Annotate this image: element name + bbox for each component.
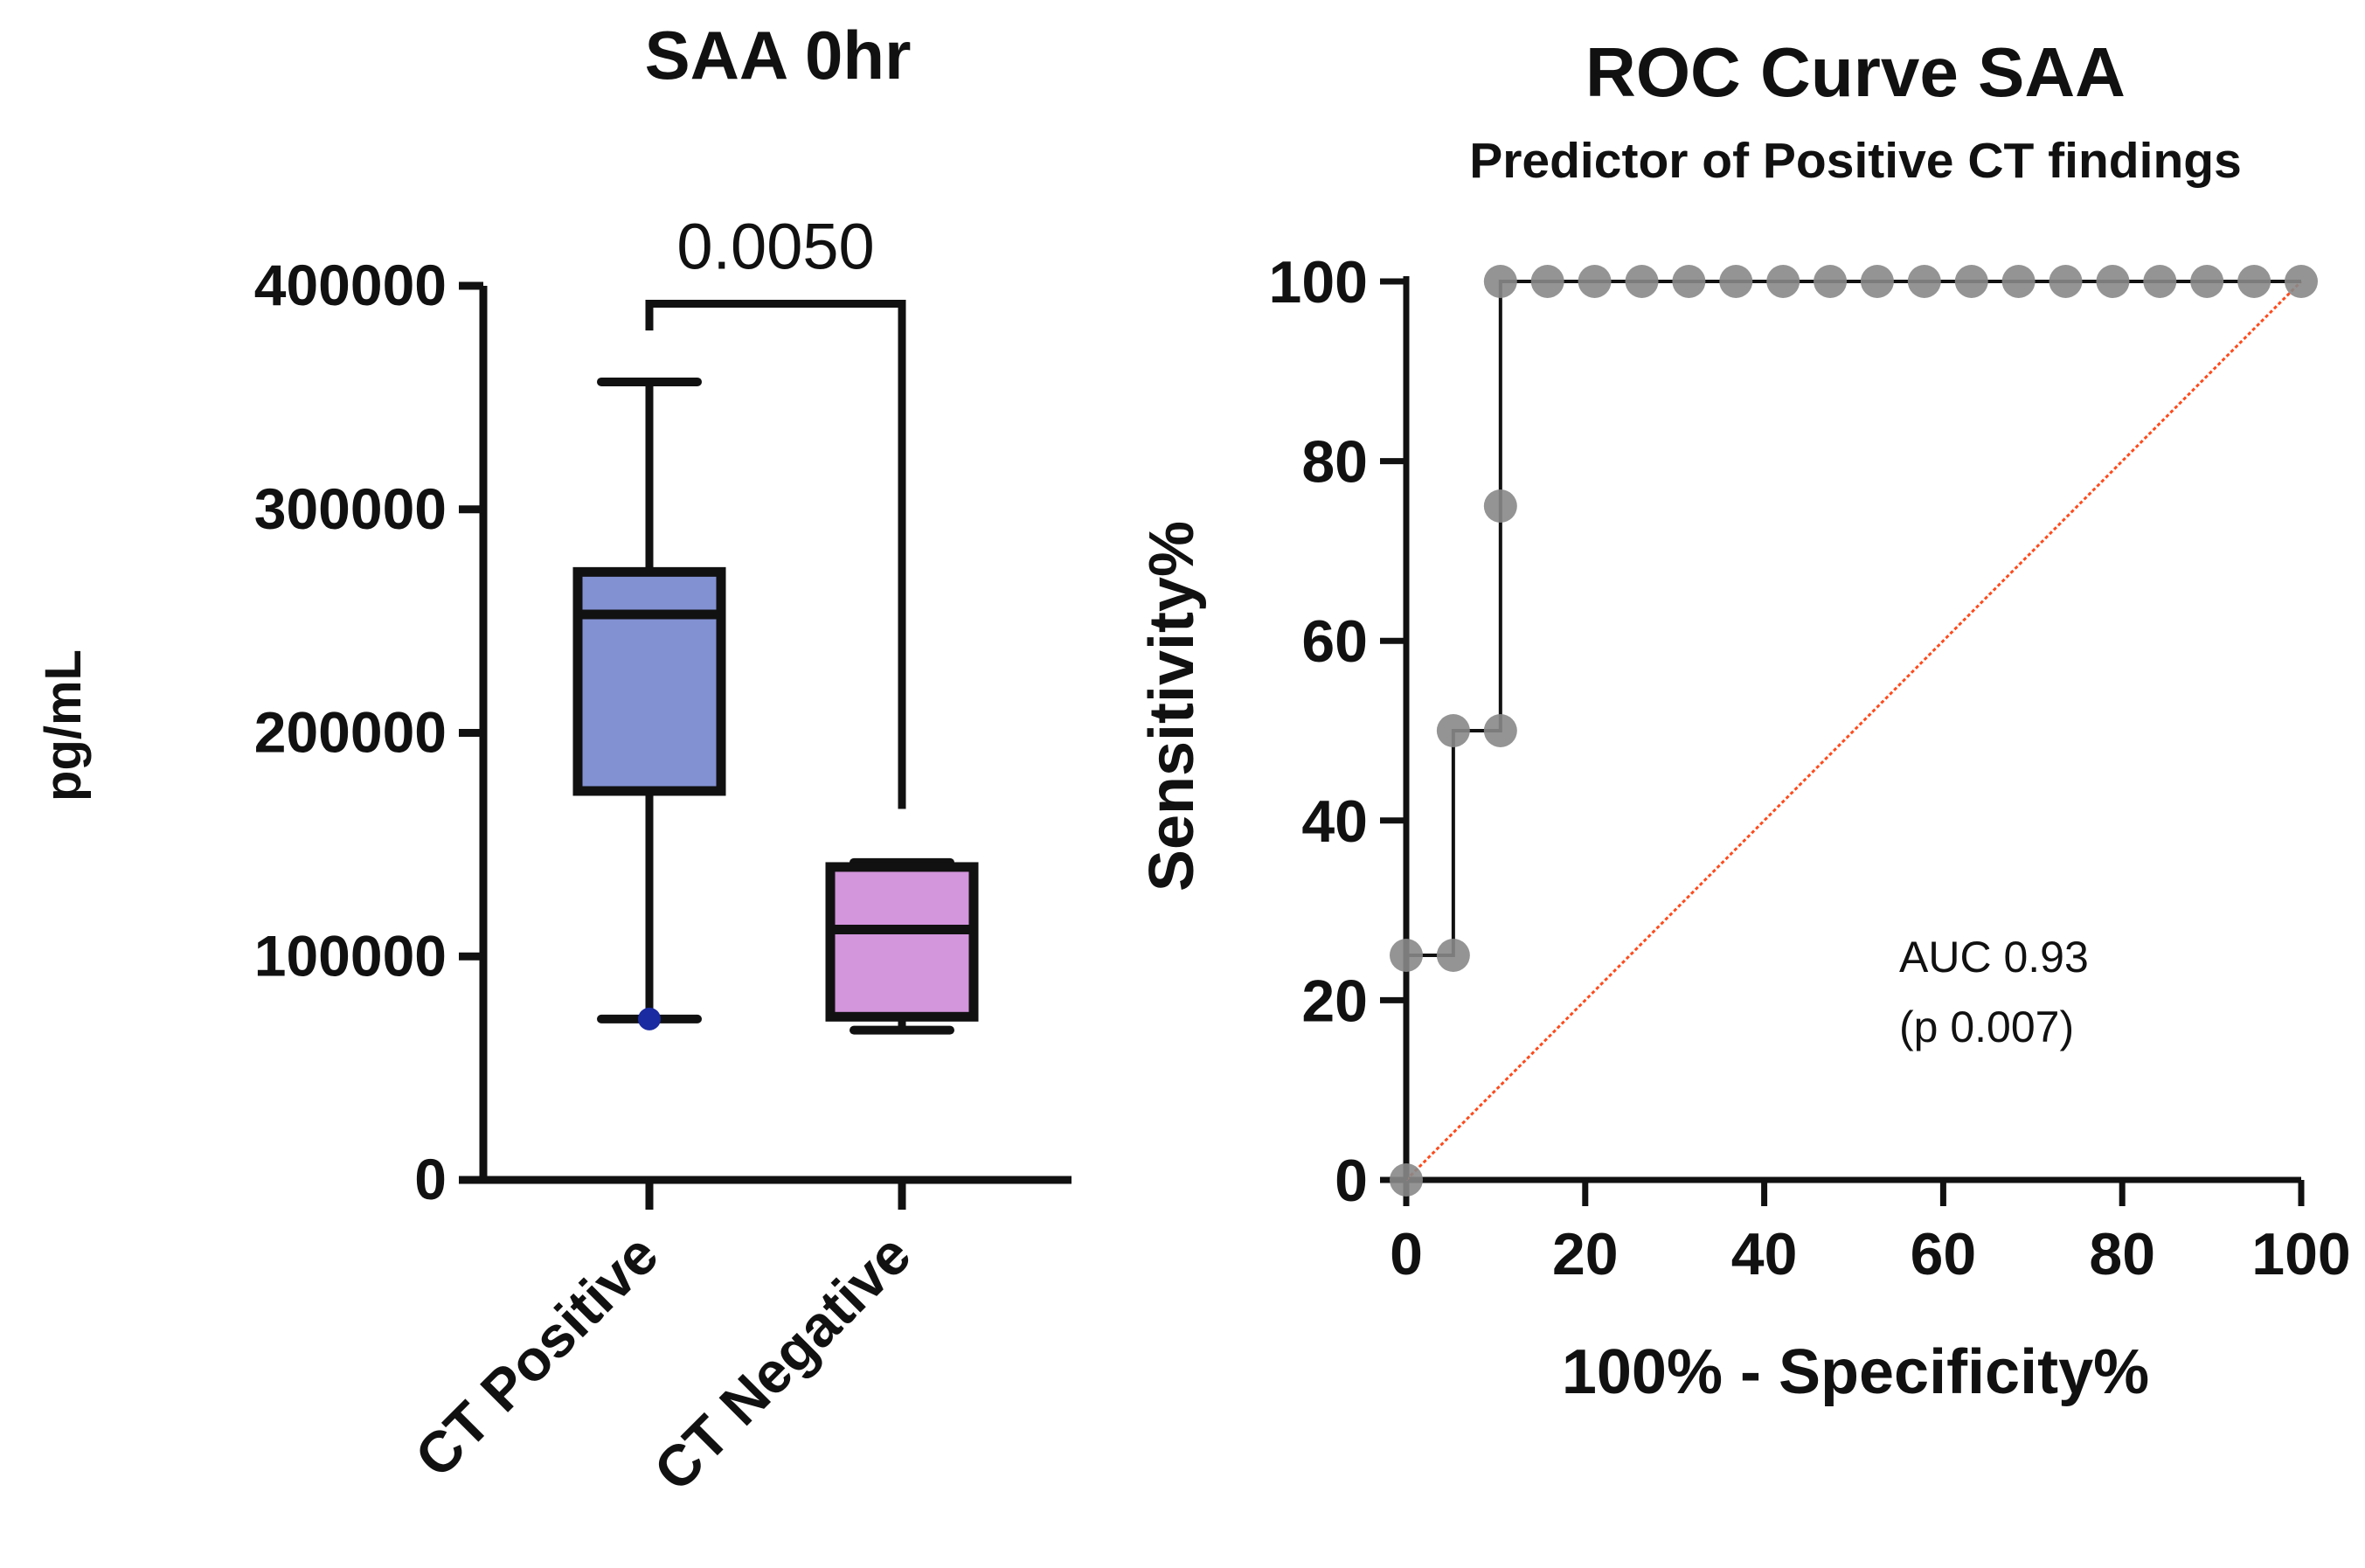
roc-point xyxy=(2190,265,2224,298)
box-group-0 xyxy=(572,377,726,1030)
box-plot-y-ticks: 0 100000 200000 300000 400000 xyxy=(254,253,483,1211)
roc-point xyxy=(1483,489,1517,523)
roc-point xyxy=(1483,265,1517,298)
roc-point xyxy=(1860,265,1894,298)
roc-point xyxy=(1436,714,1470,747)
p-value-annotation: (p 0.007) xyxy=(1899,1003,2074,1051)
box-plot-y-axis-label: pg/mL xyxy=(35,649,92,801)
roc-y-tick-label: 100 xyxy=(1269,249,1368,316)
roc-subtitle: Predictor of Positive CT findings xyxy=(1469,133,2242,189)
roc-point xyxy=(1483,714,1517,747)
roc-point xyxy=(2237,265,2271,298)
roc-point xyxy=(1766,265,1800,298)
roc-point xyxy=(1672,265,1706,298)
roc-point xyxy=(1719,265,1753,298)
roc-point xyxy=(1530,265,1564,298)
roc-x-tick-label: 40 xyxy=(1731,1221,1798,1287)
roc-x-ticks: 0 20 40 60 80 100 xyxy=(1390,1180,2351,1287)
y-tick-label: 0 xyxy=(414,1147,447,1211)
roc-y-tick-label: 20 xyxy=(1301,968,1368,1034)
roc-x-tick-label: 100 xyxy=(2251,1221,2350,1287)
reference-diagonal xyxy=(1404,280,2303,1182)
roc-point xyxy=(2285,265,2318,298)
roc-y-tick-label: 0 xyxy=(1335,1148,1368,1214)
roc-point xyxy=(2049,265,2083,298)
roc-title: ROC Curve SAA xyxy=(1585,33,2126,111)
y-tick-label: 400000 xyxy=(254,253,447,317)
roc-point xyxy=(1814,265,1848,298)
iqr-box xyxy=(572,566,726,796)
iqr-box xyxy=(825,862,979,1022)
roc-point xyxy=(2143,265,2177,298)
x-tick-label: CT Negative xyxy=(642,1222,923,1503)
roc-point xyxy=(1954,265,1988,298)
roc-x-tick-label: 20 xyxy=(1552,1221,1619,1287)
outlier-point xyxy=(638,1007,661,1030)
bracket-line xyxy=(645,299,906,809)
x-tick-label: CT Positive xyxy=(402,1222,669,1489)
roc-panel: ROC Curve SAA Predictor of Positive CT f… xyxy=(1137,33,2351,1407)
roc-point xyxy=(1390,1163,1423,1197)
box-plot-panel: SAA 0hr pg/mL 0100000200000300000400000 … xyxy=(35,17,1072,1503)
roc-y-tick-label: 80 xyxy=(1301,429,1368,496)
roc-y-ticks: 0 20 40 60 80 100 xyxy=(1269,249,1406,1214)
roc-x-tick-label: 80 xyxy=(2089,1221,2155,1287)
y-tick-label: 200000 xyxy=(254,700,447,765)
significance-bracket: 0.0050 xyxy=(645,210,906,809)
y-tick-label: 100000 xyxy=(254,923,447,988)
box-plot-boxes xyxy=(572,377,979,1035)
roc-x-tick-label: 60 xyxy=(1911,1221,1977,1287)
y-tick-label: 300000 xyxy=(254,476,447,541)
roc-point xyxy=(1578,265,1612,298)
roc-y-tick-label: 40 xyxy=(1301,788,1368,855)
roc-point xyxy=(1390,939,1423,972)
roc-point xyxy=(1907,265,1941,298)
roc-x-tick-label: 0 xyxy=(1390,1221,1423,1287)
roc-point xyxy=(1436,939,1470,972)
auc-annotation: AUC 0.93 xyxy=(1899,933,2089,982)
box-group-1 xyxy=(825,857,979,1035)
box-plot-title: SAA 0hr xyxy=(645,17,912,94)
roc-series xyxy=(1390,265,2318,1197)
p-value-label: 0.0050 xyxy=(676,210,874,282)
roc-y-axis-label: Sensitivity% xyxy=(1137,521,1207,892)
roc-point xyxy=(1625,265,1659,298)
roc-y-tick-label: 60 xyxy=(1301,608,1368,675)
roc-point xyxy=(2001,265,2036,298)
roc-x-axis-label: 100% - Specificity% xyxy=(1562,1337,2149,1407)
roc-point xyxy=(2096,265,2130,298)
